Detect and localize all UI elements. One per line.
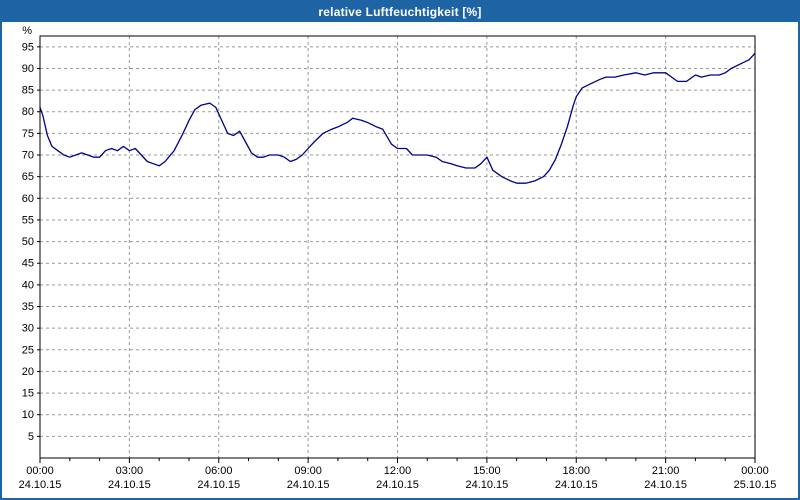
svg-text:40: 40 bbox=[22, 279, 34, 291]
svg-text:50: 50 bbox=[22, 236, 34, 248]
svg-text:24.10.15: 24.10.15 bbox=[644, 479, 687, 491]
svg-text:24.10.15: 24.10.15 bbox=[555, 479, 598, 491]
svg-text:10: 10 bbox=[22, 409, 34, 421]
svg-text:90: 90 bbox=[22, 63, 34, 75]
svg-text:45: 45 bbox=[22, 258, 34, 270]
svg-text:%: % bbox=[22, 25, 32, 37]
svg-text:20: 20 bbox=[22, 366, 34, 378]
humidity-chart: 5 10 15 20 25 30 35 40 45 50 55 60 65 70 75 80 85 90 95% 00… bbox=[2, 22, 798, 498]
svg-text:09:00: 09:00 bbox=[294, 465, 322, 477]
svg-text:15:00: 15:00 bbox=[473, 465, 501, 477]
svg-text:24.10.15: 24.10.15 bbox=[108, 479, 151, 491]
svg-text:24.10.15: 24.10.15 bbox=[19, 479, 62, 491]
svg-text:65: 65 bbox=[22, 171, 34, 183]
svg-text:85: 85 bbox=[22, 85, 34, 97]
svg-text:75: 75 bbox=[22, 128, 34, 140]
svg-text:80: 80 bbox=[22, 106, 34, 118]
svg-text:00:00: 00:00 bbox=[26, 465, 54, 477]
svg-text:24.10.15: 24.10.15 bbox=[376, 479, 419, 491]
svg-text:24.10.15: 24.10.15 bbox=[465, 479, 508, 491]
svg-text:24.10.15: 24.10.15 bbox=[197, 479, 240, 491]
svg-text:70: 70 bbox=[22, 150, 34, 162]
chart-canvas: 5 10 15 20 25 30 35 40 45 50 55 60 65 70 75 80 85 90 95% 00… bbox=[19, 25, 777, 491]
svg-text:06:00: 06:00 bbox=[205, 465, 233, 477]
svg-text:18:00: 18:00 bbox=[562, 465, 590, 477]
page-title: relative Luftfeuchtigkeit [%] bbox=[318, 5, 482, 19]
svg-text:30: 30 bbox=[22, 323, 34, 335]
svg-text:5: 5 bbox=[28, 431, 34, 443]
svg-text:25.10.15: 25.10.15 bbox=[734, 479, 777, 491]
svg-text:03:00: 03:00 bbox=[116, 465, 144, 477]
svg-text:95: 95 bbox=[22, 41, 34, 53]
title-bar: relative Luftfeuchtigkeit [%] bbox=[2, 2, 798, 22]
svg-text:25: 25 bbox=[22, 344, 34, 356]
svg-text:12:00: 12:00 bbox=[384, 465, 412, 477]
svg-text:00:00: 00:00 bbox=[741, 465, 769, 477]
svg-text:15: 15 bbox=[22, 388, 34, 400]
svg-text:55: 55 bbox=[22, 214, 34, 226]
svg-text:21:00: 21:00 bbox=[652, 465, 680, 477]
svg-text:60: 60 bbox=[22, 193, 34, 205]
svg-text:24.10.15: 24.10.15 bbox=[287, 479, 330, 491]
svg-text:35: 35 bbox=[22, 301, 34, 313]
